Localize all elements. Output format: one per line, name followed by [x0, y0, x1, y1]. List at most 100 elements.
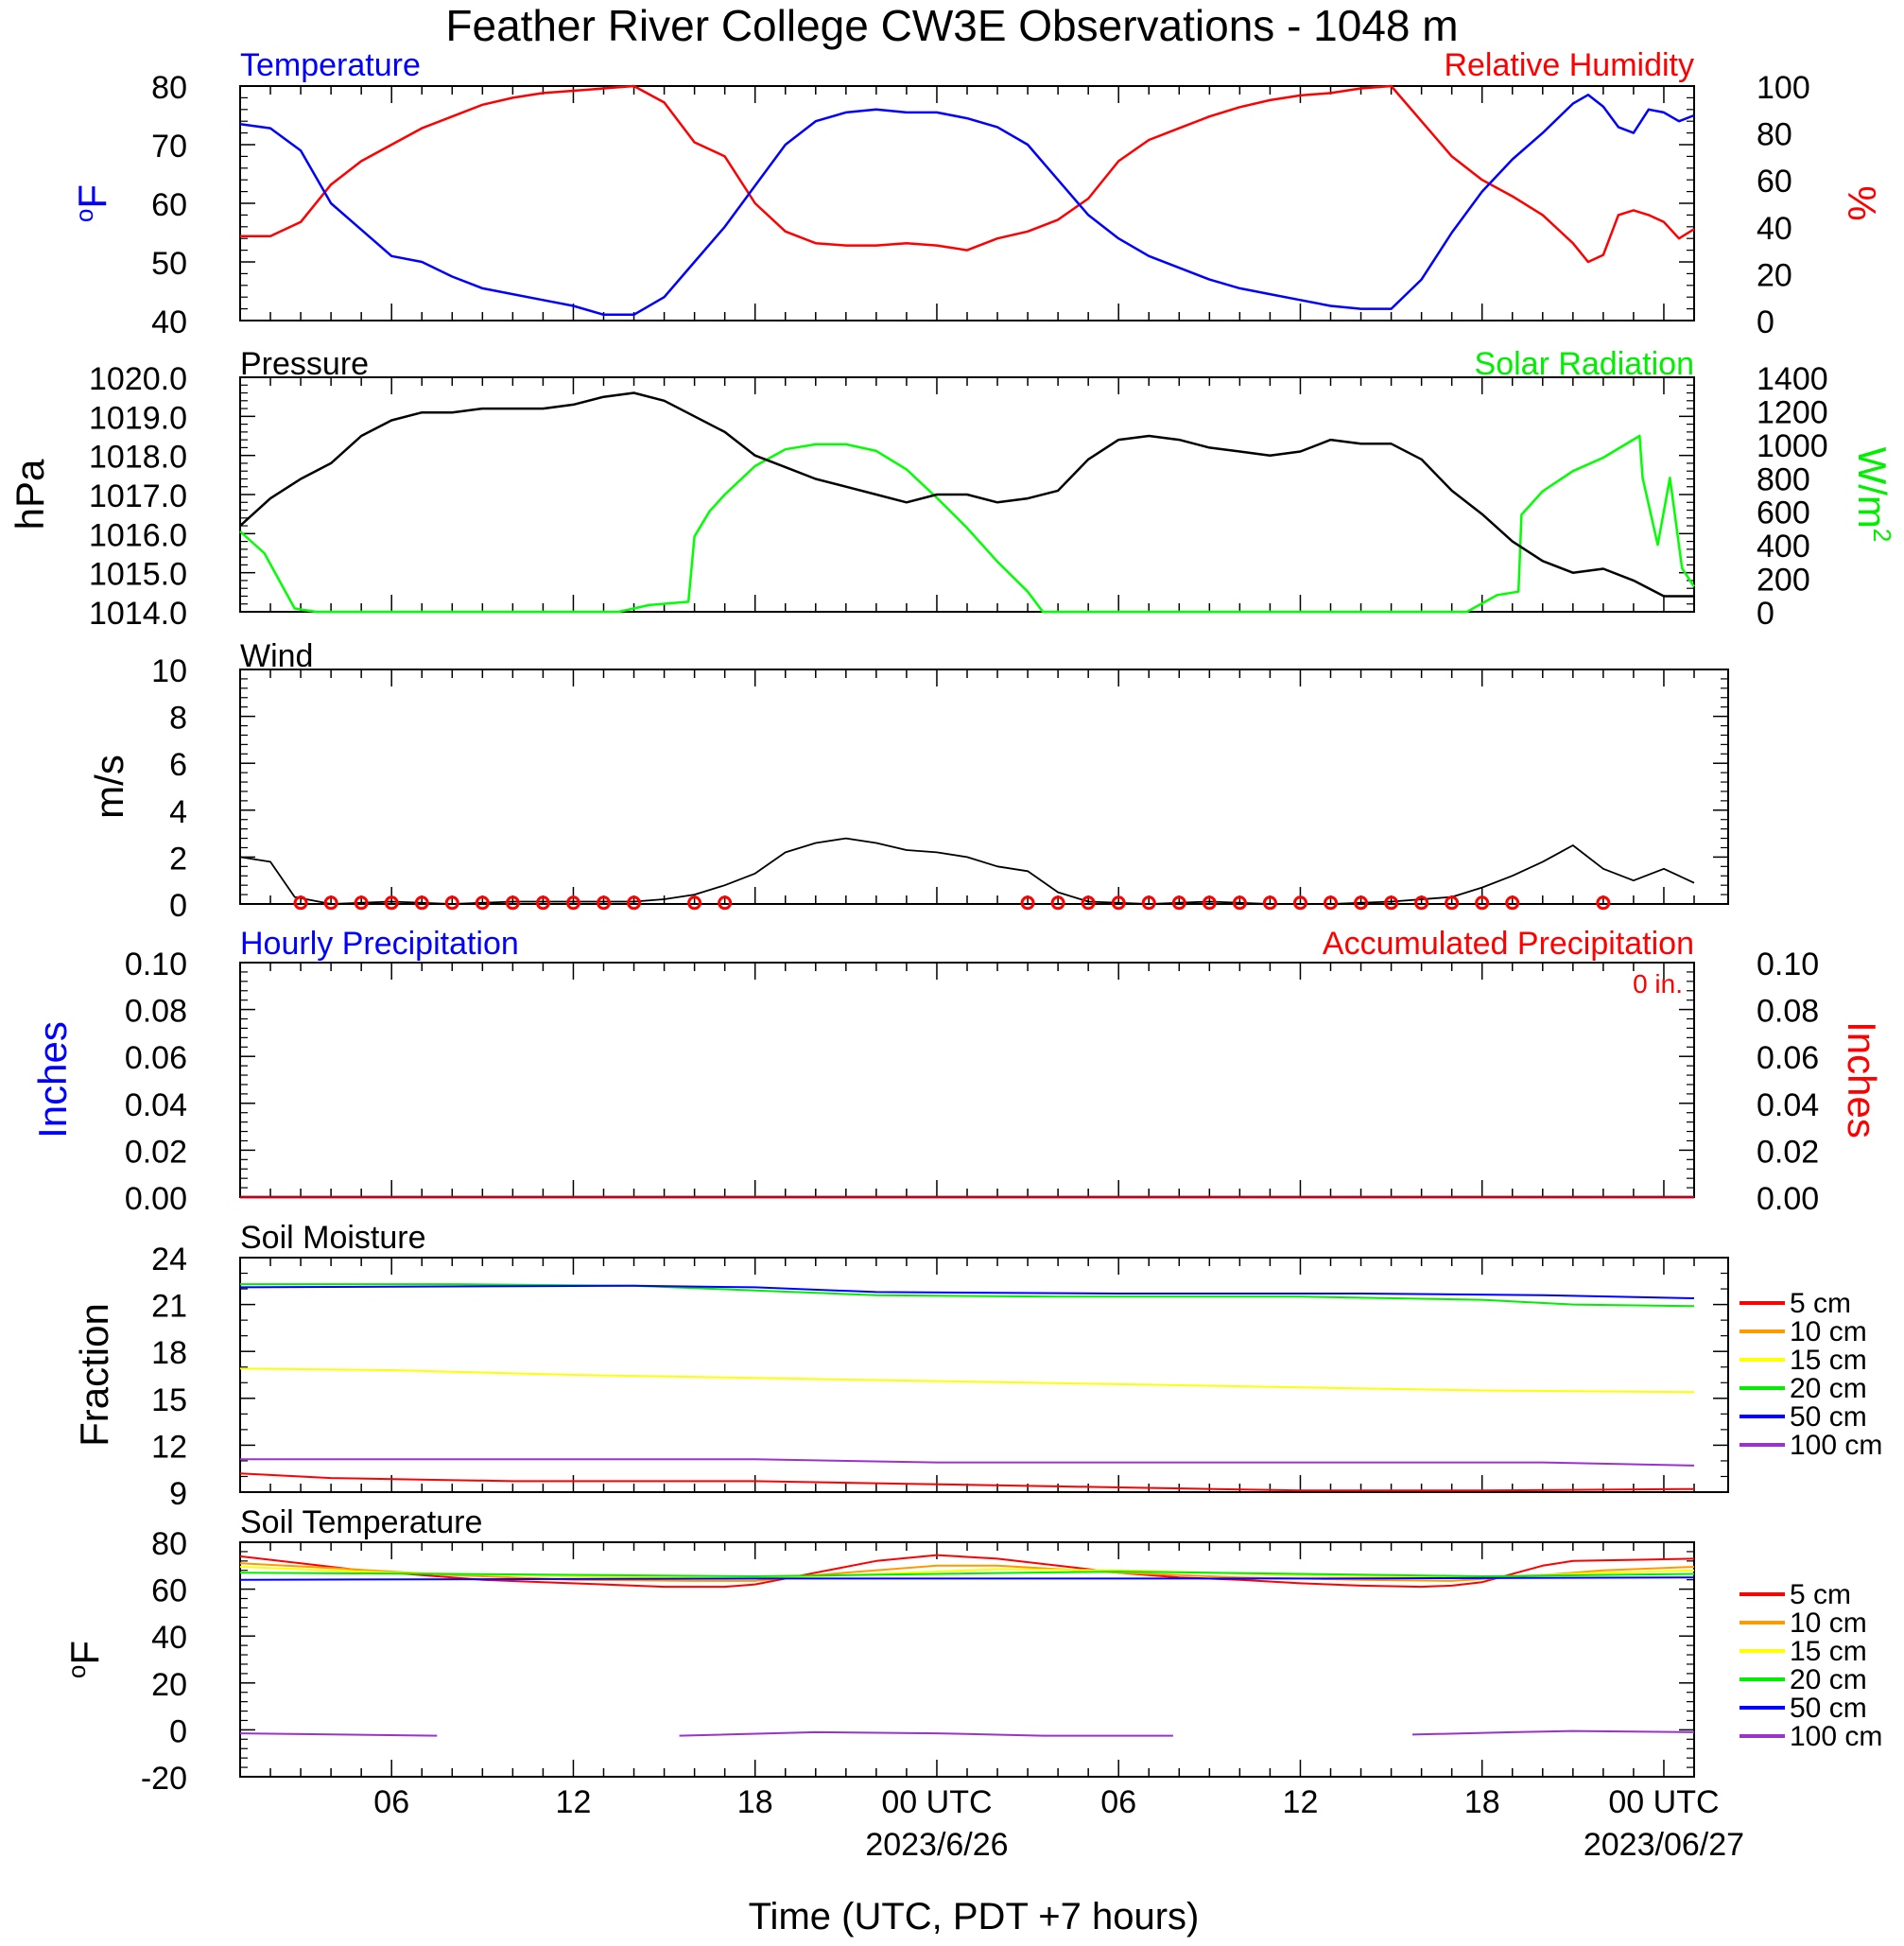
y-tick-label: 50 — [151, 246, 187, 282]
calm-wind-marker — [1475, 895, 1490, 911]
soil-temperature-line — [1411, 1729, 1695, 1736]
x-tick-label: 18 — [1464, 1784, 1500, 1820]
soil-moisture-axis-labels: 24 21 18 15 12 9 — [151, 1242, 1728, 1512]
y-tick-label: 40 — [1757, 211, 1792, 247]
calm-wind-marker — [505, 895, 520, 911]
legend-label: 50 cm — [1790, 1401, 1867, 1433]
wind-panel: Wind 10 8 6 4 2 0 m/s — [87, 638, 1729, 924]
soil-temperature-axis-labels: 80 60 40 20 0 -20 — [141, 1526, 1694, 1797]
calm-wind-marker — [1324, 895, 1338, 911]
y-tick-label: 15 — [151, 1382, 187, 1418]
y-tick-label: 0.02 — [125, 1134, 187, 1170]
x-tick-label: 18 — [737, 1784, 773, 1820]
y-tick-label: 24 — [151, 1242, 187, 1277]
x-tick-label: 00 UTC — [881, 1784, 992, 1820]
soil-moisture-frame — [239, 1257, 1729, 1493]
temperature-series-label: Temperature — [240, 47, 421, 83]
precip-total-label: 0 in. — [1633, 969, 1683, 999]
calm-wind-marker — [565, 895, 580, 911]
legend-label: 5 cm — [1790, 1579, 1851, 1610]
soil-temperature-line — [239, 1576, 1695, 1581]
calm-wind-marker — [293, 895, 308, 911]
y-tick-label: 9 — [169, 1476, 187, 1512]
soil-temperature-series-label: Soil Temperature — [240, 1504, 482, 1540]
temperature-line — [239, 94, 1695, 317]
y-tick-label: 80 — [151, 1526, 187, 1562]
precipitation-frame — [239, 962, 1695, 1198]
y-tick-label: 0.06 — [125, 1040, 187, 1076]
calm-wind-marker — [323, 895, 338, 911]
calm-wind-marker — [718, 895, 733, 911]
calm-wind-marker — [1141, 895, 1156, 911]
soil-moisture-ticks — [239, 1258, 1695, 1492]
temperature-humidity-ticks — [239, 86, 1695, 321]
precipitation-ticks — [239, 963, 1695, 1197]
y-tick-label: 600 — [1757, 495, 1810, 531]
y-tick-label: 0.04 — [1757, 1087, 1819, 1123]
soil-moisture-line — [240, 1283, 1695, 1308]
wind-frame — [239, 669, 1729, 905]
calm-wind-marker — [535, 895, 550, 911]
humidity-unit-label: % — [1840, 185, 1884, 220]
y-tick-label: 0.08 — [1757, 994, 1819, 1030]
hourly-precip-unit-label: Inches — [30, 1021, 75, 1138]
y-tick-label: 800 — [1757, 461, 1810, 497]
calm-wind-marker — [1384, 895, 1399, 911]
y-tick-label: 1015.0 — [89, 557, 187, 593]
y-tick-label: 0.10 — [125, 947, 187, 982]
soil-moisture-plot — [239, 1283, 1695, 1492]
y-tick-label: 0.10 — [1757, 947, 1819, 982]
solar-radiation-line — [239, 434, 1696, 614]
y-tick-label: 0.04 — [125, 1087, 187, 1123]
y-tick-label: 4 — [169, 794, 187, 830]
soil-temperature-line — [679, 1730, 1173, 1737]
humidity-series-label: Relative Humidity — [1444, 47, 1694, 83]
y-tick-label: 80 — [151, 70, 187, 106]
calm-wind-marker — [414, 895, 429, 911]
y-tick-label: 1019.0 — [89, 400, 187, 436]
legend-label: 50 cm — [1790, 1693, 1867, 1724]
y-tick-label: 20 — [1757, 257, 1792, 293]
y-tick-label: 6 — [169, 747, 187, 783]
temperature-humidity-frame — [239, 85, 1695, 321]
calm-wind-marker — [627, 895, 642, 911]
calm-wind-marker — [1232, 895, 1247, 911]
accumulated-precip-unit-label: Inches — [1840, 1021, 1884, 1138]
y-tick-label: 100 — [1757, 70, 1810, 106]
temperature-humidity-panel: Temperature Relative Humidity 80 70 60 50 40… — [70, 47, 1884, 340]
soil-temperature-plot — [239, 1554, 1695, 1737]
x-tick-label: 06 — [1100, 1784, 1136, 1820]
y-tick-label: 60 — [1757, 164, 1792, 200]
y-tick-label: 0.00 — [1757, 1181, 1819, 1217]
legend-label: 100 cm — [1790, 1430, 1882, 1461]
y-tick-label: 1020.0 — [89, 361, 187, 397]
legend-label: 15 cm — [1790, 1636, 1867, 1667]
hourly-precip-label: Hourly Precipitation — [240, 926, 519, 962]
soil-temperature-line — [239, 1554, 1695, 1589]
wind-plot — [239, 837, 1695, 911]
wind-unit-label: m/s — [87, 755, 131, 819]
calm-wind-marker — [1292, 895, 1307, 911]
calm-wind-marker — [1354, 895, 1369, 911]
calm-wind-marker — [1505, 895, 1520, 911]
pressure-line — [239, 391, 1694, 598]
y-tick-label: 8 — [169, 701, 187, 737]
calm-wind-marker — [1171, 895, 1186, 911]
y-tick-label: 40 — [151, 1620, 187, 1656]
x-tick-label: 12 — [1283, 1784, 1319, 1820]
soil-moisture-line — [239, 1367, 1695, 1394]
soil-moisture-line — [240, 1458, 1695, 1467]
calm-wind-marker — [384, 895, 399, 911]
y-tick-label: 2 — [169, 841, 187, 877]
y-tick-label: 40 — [151, 304, 187, 340]
calm-wind-marker — [1596, 895, 1611, 911]
y-tick-label: 60 — [151, 187, 187, 223]
figure-title: Feather River College CW3E Observations … — [445, 1, 1458, 50]
soil-moisture-series-label: Soil Moisture — [240, 1220, 426, 1256]
y-tick-label: 0.06 — [1757, 1040, 1819, 1076]
y-tick-label: 0 — [169, 888, 187, 924]
soil-temperature-line — [239, 1571, 1695, 1577]
y-tick-label: 70 — [151, 129, 187, 165]
